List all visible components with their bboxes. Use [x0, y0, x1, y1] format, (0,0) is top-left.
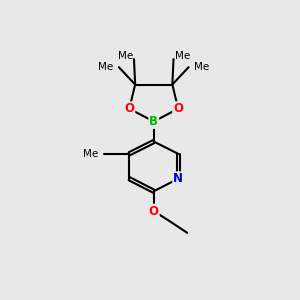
- Text: O: O: [124, 102, 134, 115]
- Text: N: N: [173, 172, 183, 185]
- Text: O: O: [173, 102, 183, 115]
- Text: Me: Me: [194, 62, 210, 72]
- Text: Me: Me: [98, 62, 113, 72]
- Text: O: O: [149, 205, 159, 218]
- Text: Me: Me: [175, 51, 190, 61]
- Text: B: B: [149, 115, 158, 128]
- Text: Me: Me: [83, 149, 98, 159]
- Text: Me: Me: [118, 51, 133, 61]
